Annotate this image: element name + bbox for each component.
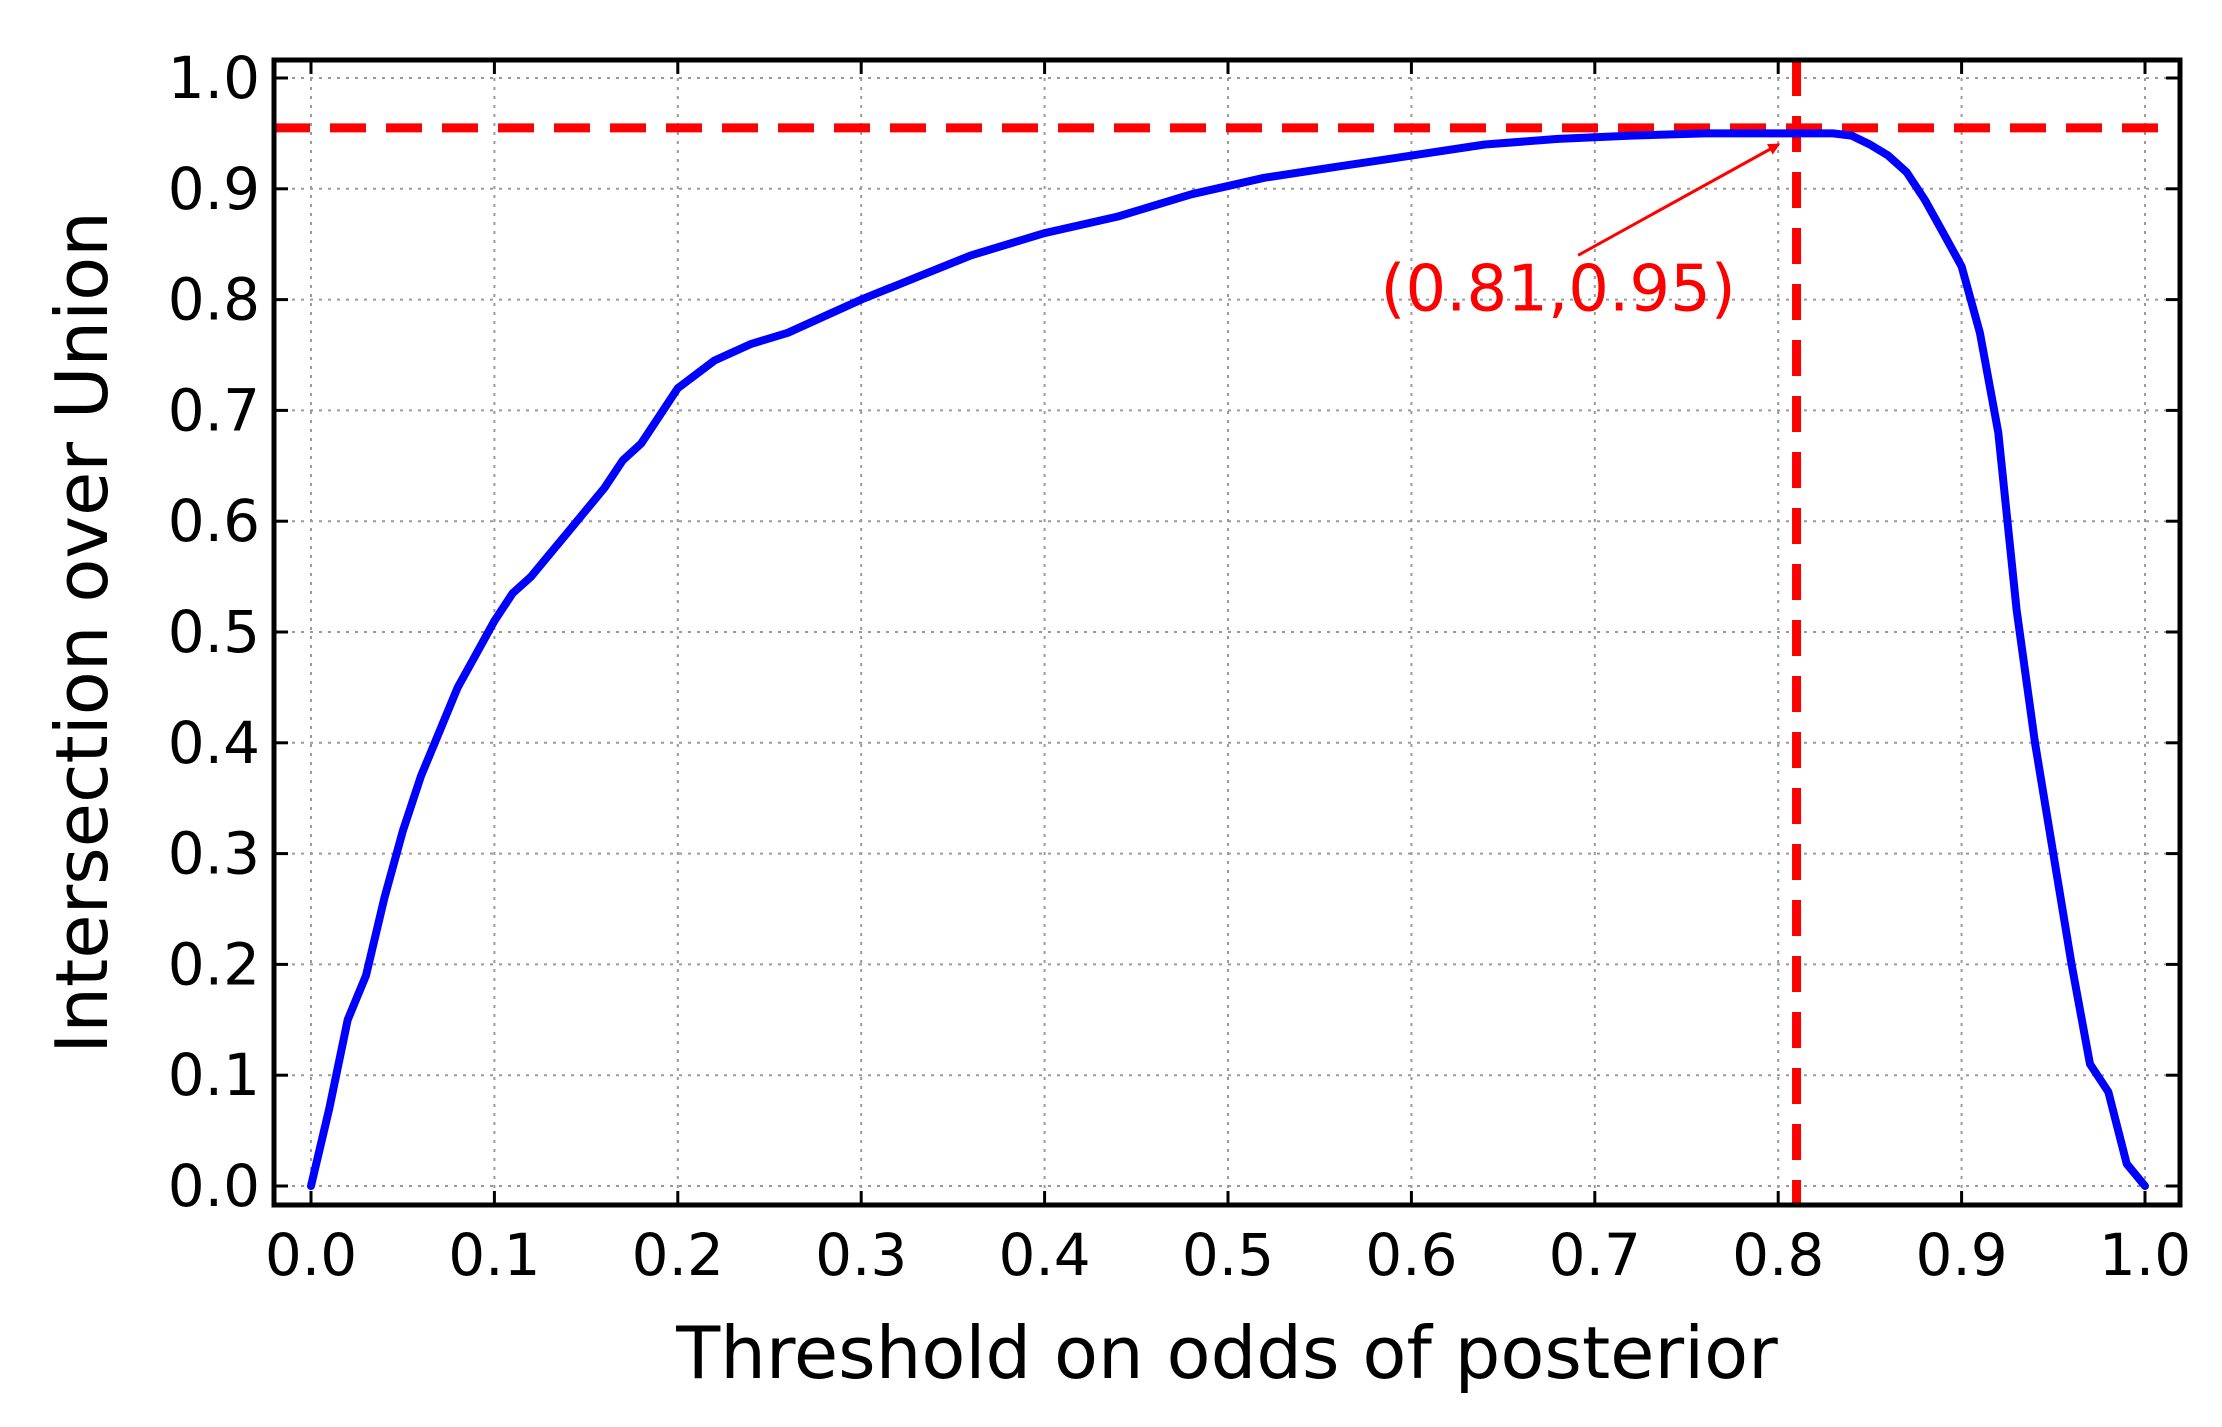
y-tick-label: 0.8 [168,266,260,334]
x-axis-label: Threshold on odds of posterior [675,1311,1778,1395]
x-tick-label: 0.1 [448,1221,540,1289]
y-tick-label: 1.0 [168,44,260,112]
y-tick-label: 0.4 [168,709,260,777]
y-tick-label: 0.9 [168,155,260,223]
series-line [307,129,2149,1190]
reference-lines [274,60,2180,1205]
x-tick-label: 0.8 [1732,1221,1824,1289]
y-tick-label: 0.7 [168,376,260,444]
y-tick-label: 0.1 [168,1041,260,1109]
x-tick-label: 0.0 [265,1221,357,1289]
y-tick-label: 0.2 [168,930,260,998]
x-tick-label: 1.0 [2099,1221,2191,1289]
x-tick-label: 0.5 [1182,1221,1274,1289]
x-tick-label: 0.6 [1365,1221,1457,1289]
series-layer [307,129,2149,1190]
x-tick-label: 0.3 [815,1221,907,1289]
y-axis-label: Intersection over Union [40,211,124,1054]
grid [274,60,2180,1205]
x-tick-label: 0.4 [998,1221,1090,1289]
annotation-label: (0.81,0.95) [1380,253,1735,327]
annotation: (0.81,0.95) [1380,143,1781,327]
annotation-arrow [1577,143,1781,257]
tick-labels: 0.0 0.1 0.2 0.3 0.4 0.5 0.6 0.7 0.8 0.9 1.0 0.0 0.1 0… [168,44,2191,1289]
x-tick-label: 0.7 [1549,1221,1641,1289]
y-tick-label: 0.5 [168,598,260,666]
y-tick-label: 0.0 [168,1152,260,1220]
x-tick-label: 0.9 [1915,1221,2007,1289]
y-tick-label: 0.6 [168,487,260,555]
ticks [274,60,2180,1205]
y-tick-label: 0.3 [168,820,260,888]
x-tick-label: 0.2 [632,1221,724,1289]
